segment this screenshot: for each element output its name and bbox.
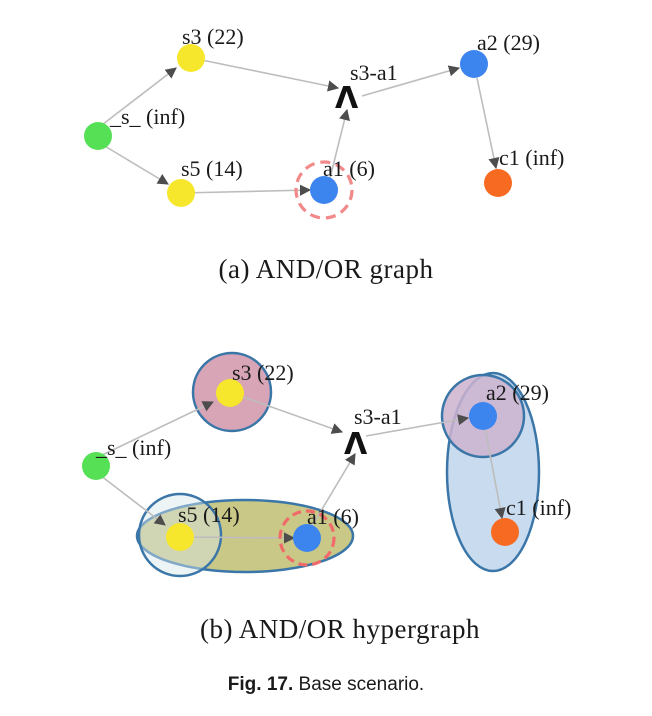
b-a1-dashed-ring (278, 509, 336, 567)
b-a1-label: a1 (6) (307, 504, 359, 529)
edge-b-s3-and (231, 392, 344, 434)
edge-a1-and (329, 108, 350, 179)
b-a1-node (293, 524, 321, 552)
subcaption-a: (a) AND/OR graph (219, 254, 434, 284)
edge-a2-c1 (476, 77, 500, 170)
panel-b: _s_ (inf) s3 (22) s5 (14) a1 (6) s3-a1 Λ… (82, 351, 571, 644)
start-node (84, 122, 112, 150)
edge-s3-and (191, 57, 340, 92)
edge-b-s-s3 (95, 401, 215, 459)
b-s3-node (216, 379, 244, 407)
edge-s5-a1 (180, 184, 312, 196)
figure-caption-text: Base scenario. (298, 674, 425, 695)
b-c1-label: c1 (inf) (506, 495, 571, 520)
b-start-node (82, 452, 110, 480)
edge-s-s3 (97, 67, 177, 129)
b-start-label: _s_ (inf) (95, 435, 171, 460)
and-symbol: Λ (335, 81, 359, 116)
edge-b-a1-and (311, 453, 356, 527)
b-s3a1-label: s3-a1 (354, 404, 402, 429)
s3-node (177, 44, 205, 72)
edge-b-s-s5 (95, 471, 166, 526)
a2-node (460, 50, 488, 78)
s3a1-label: s3-a1 (350, 60, 398, 85)
s5-label: s5 (14) (181, 156, 243, 181)
edge-b-a2-c1 (484, 427, 506, 520)
figure-caption-label: Fig. 17. (227, 674, 294, 695)
b-a2-label: a2 (29) (486, 380, 549, 405)
a1-node (310, 176, 338, 204)
start-label: _s_ (inf) (109, 104, 185, 129)
b-c1-node (491, 518, 519, 546)
b-and-symbol: Λ (344, 427, 368, 462)
b-s3-label: s3 (22) (232, 360, 294, 385)
subcaption-b: (b) AND/OR hypergraph (200, 614, 480, 644)
edge-s-s5 (97, 141, 169, 185)
s5-node (167, 179, 195, 207)
a1-label: a1 (6) (323, 156, 375, 181)
s3-label: s3 (22) (182, 24, 244, 49)
c1-label: c1 (inf) (499, 145, 564, 170)
edge-b-s5-a1 (179, 532, 296, 544)
a2-label: a2 (29) (477, 30, 540, 55)
figure-caption: Fig. 17. Base scenario. (0, 674, 652, 696)
c1-node (484, 169, 512, 197)
a1-dashed-ring (294, 160, 354, 220)
edge-and-a2 (361, 65, 461, 97)
b-s5-label: s5 (14) (178, 502, 240, 527)
panel-a: _s_ (inf) s3 (22) s5 (14) a1 (6) s3-a1 Λ… (84, 24, 564, 284)
hyperedge-s5-a1 (135, 498, 355, 574)
b-a2-node (469, 402, 497, 430)
edge-b-and-a2 (365, 414, 470, 437)
b-s5-node (166, 523, 194, 551)
